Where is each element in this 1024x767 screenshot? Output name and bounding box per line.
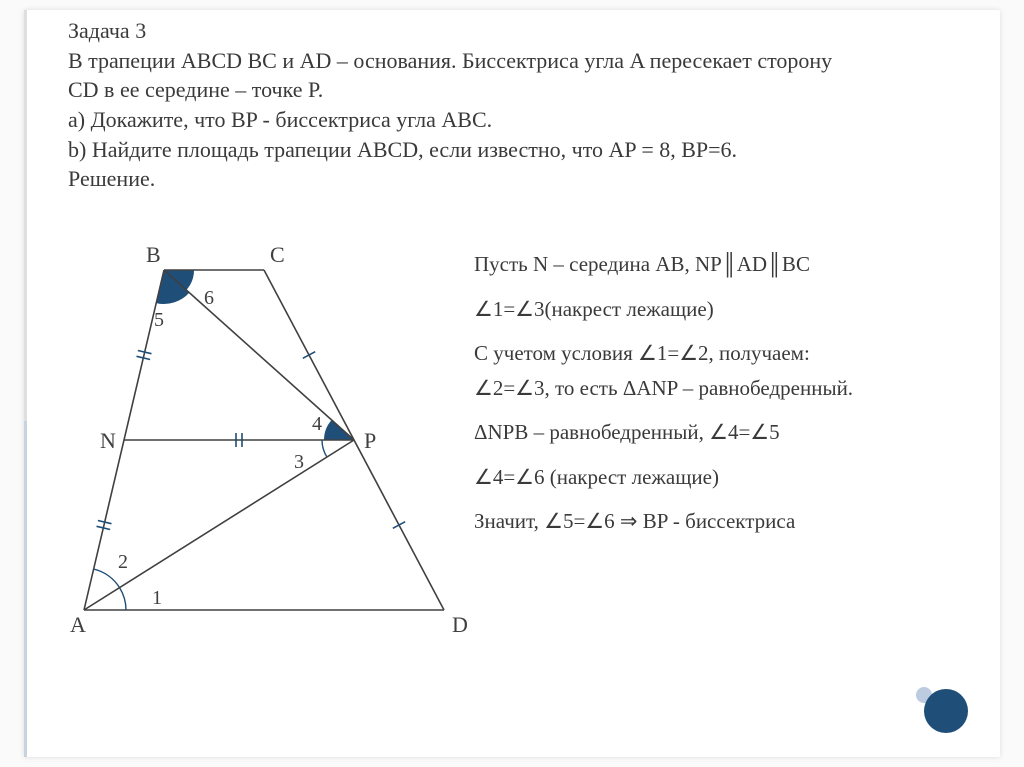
large-circle-icon xyxy=(924,689,968,733)
problem-title: Задача 3 xyxy=(68,16,968,46)
geometry-diagram: 123456ADBCNP xyxy=(64,230,464,640)
svg-text:A: A xyxy=(70,612,86,637)
solution-s4: ∠2=∠3, то есть ΔANP – равнобедренный. xyxy=(474,372,994,405)
svg-text:3: 3 xyxy=(294,451,304,473)
slide: Задача 3 В трапеции ABCD BC и AD – основ… xyxy=(24,10,1000,757)
svg-text:B: B xyxy=(146,242,161,267)
solution-s7: Значит, ∠5=∠6 ⇒ BP - биссектриса xyxy=(474,505,994,538)
problem-line2: CD в ее середине – точке P. xyxy=(68,75,968,105)
problem-item-b: b) Найдите площадь трапеции ABCD, если и… xyxy=(68,135,968,165)
svg-text:6: 6 xyxy=(204,287,214,309)
svg-text:1: 1 xyxy=(152,587,162,609)
problem-line1: В трапеции ABCD BC и AD – основания. Бис… xyxy=(68,46,968,76)
solution-s2: ∠1=∠3(накрест лежащие) xyxy=(474,293,994,326)
solution-s3: C учетом условия ∠1=∠2, получаем: xyxy=(474,337,994,370)
side-accent xyxy=(24,10,27,757)
solution-text: Пусть N – середина AB, NP║AD║BC ∠1=∠3(на… xyxy=(474,248,994,550)
problem-solution-label: Решение. xyxy=(68,164,968,194)
svg-text:P: P xyxy=(364,428,376,453)
decorative-circles xyxy=(904,679,974,739)
svg-text:C: C xyxy=(270,242,285,267)
svg-text:4: 4 xyxy=(312,413,322,435)
svg-text:2: 2 xyxy=(118,551,128,573)
solution-s6: ∠4=∠6 (накрест лежащие) xyxy=(474,461,994,494)
problem-text: Задача 3 В трапеции ABCD BC и AD – основ… xyxy=(68,16,968,194)
svg-text:N: N xyxy=(100,428,116,453)
solution-s1: Пусть N – середина AB, NP║AD║BC xyxy=(474,248,994,281)
svg-text:5: 5 xyxy=(154,309,164,331)
diagram-svg: 123456ADBCNP xyxy=(64,230,464,640)
svg-text:D: D xyxy=(452,612,468,637)
problem-item-a: a) Докажите, что BP - биссектриса угла A… xyxy=(68,105,968,135)
solution-s5: ΔNPB – равнобедренный, ∠4=∠5 xyxy=(474,416,994,449)
